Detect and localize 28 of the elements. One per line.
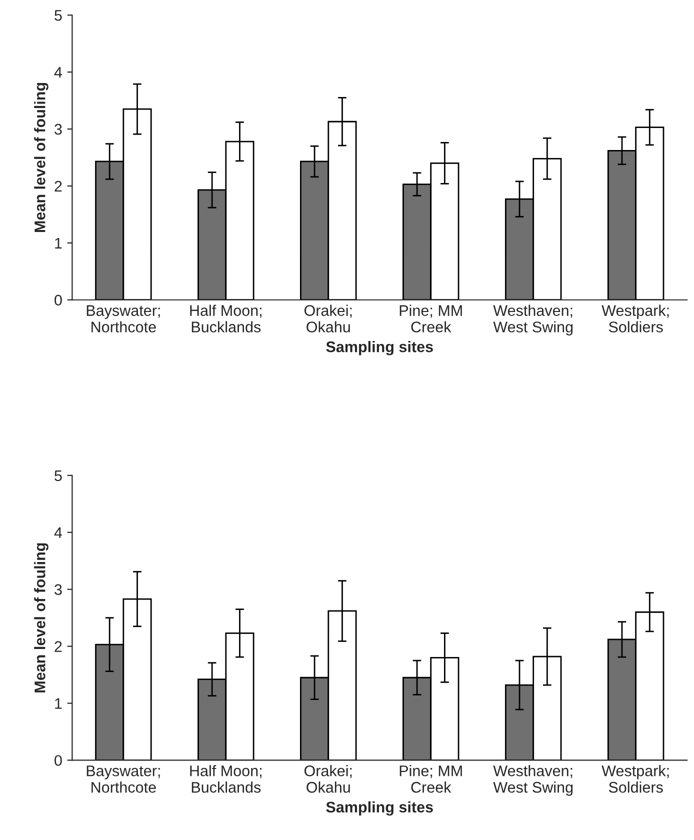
x-tick-label: Westpark; Soldiers	[602, 765, 669, 793]
y-tick-label: 2	[54, 180, 62, 192]
x-axis-title: Sampling sites	[326, 801, 433, 816]
x-tick-label: Westpark; Soldiers	[602, 304, 669, 332]
x-tick-label: Pine; MM Creek	[400, 304, 462, 332]
x-tick-label: Pine; MM Creek	[400, 765, 462, 793]
x-tick-label: Westhaven; West Swing	[493, 765, 573, 796]
y-tick-label: 5	[54, 470, 62, 482]
y-tick-label: 4	[54, 67, 62, 78]
y-tick-label: 2	[54, 641, 62, 652]
y-tick-label: 3	[54, 124, 62, 135]
y-tick-label: 0	[54, 755, 62, 766]
y-axis-title: Mean level of fouling	[34, 543, 48, 692]
y-tick-label: 1	[55, 698, 62, 709]
x-tick-label: Bayswater; Northcote	[86, 305, 160, 332]
x-tick-label: Half Moon; Bucklands	[190, 304, 262, 332]
x-tick-label: Bayswater; Northcote	[86, 766, 160, 793]
x-tick-label: Westhaven; West Swing	[493, 304, 573, 336]
x-tick-label: Half Moon; Bucklands	[190, 765, 262, 793]
y-tick-label: 5	[54, 10, 62, 21]
y-tick-label: 3	[54, 584, 62, 596]
y-axis-title: Mean level of fouling	[34, 82, 48, 232]
y-tick-label: 1	[55, 238, 62, 248]
y-tick-label: 4	[54, 527, 62, 538]
x-tick-label: Orakei; Okahu	[304, 765, 352, 793]
x-axis-title: Sampling sites	[326, 340, 433, 356]
y-tick-label: 0	[54, 294, 62, 306]
x-tick-label: Orakei; Okahu	[304, 304, 352, 332]
